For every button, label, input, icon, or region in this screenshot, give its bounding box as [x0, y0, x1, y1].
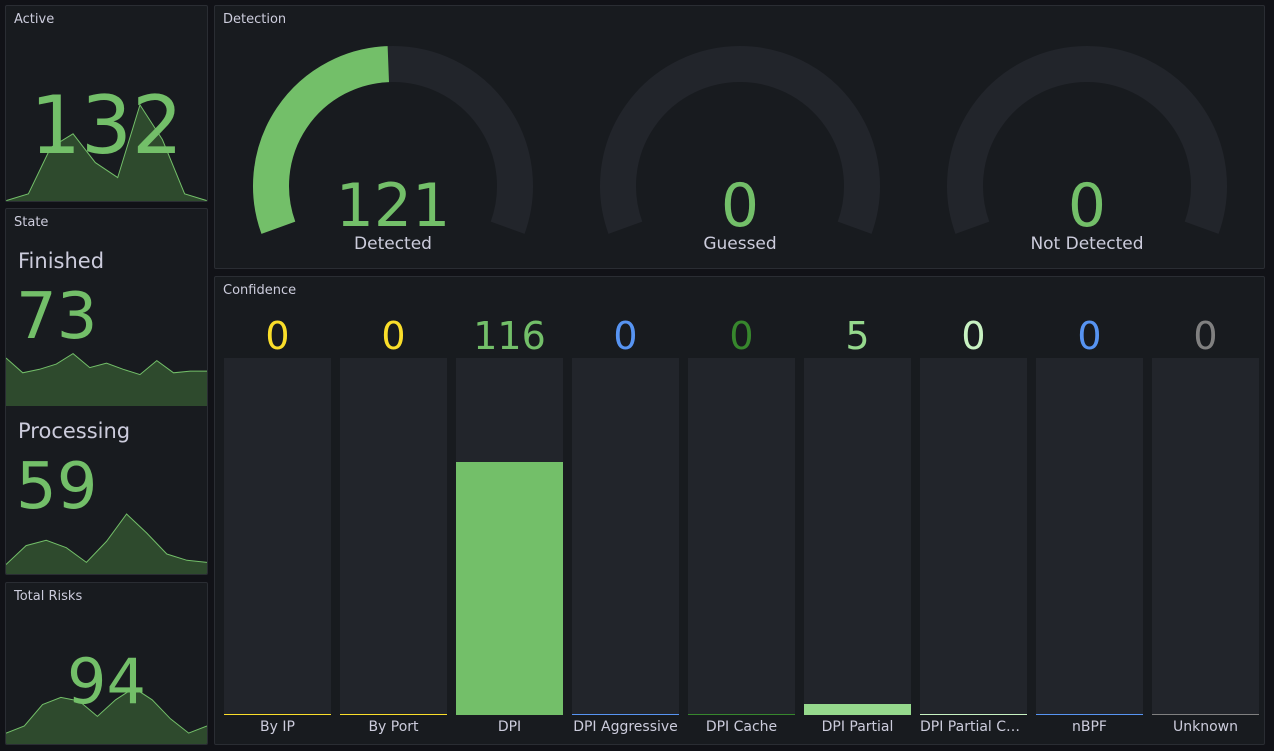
active-sparkline	[6, 103, 207, 201]
finished-value: 73	[16, 280, 98, 354]
bar-baseline	[920, 714, 1027, 715]
gauge-arc	[600, 46, 880, 234]
bar-baseline	[572, 714, 679, 715]
bar-track	[1036, 358, 1143, 715]
gauge-value: 121	[335, 171, 451, 241]
bar-value: 0	[613, 314, 638, 358]
panel-title-active: Active	[14, 12, 55, 27]
sparkline-line	[6, 352, 207, 376]
gauge-not-detected: 0 Not Detected	[937, 6, 1237, 268]
bar-value: 0	[961, 314, 986, 358]
bar-label: nBPF	[1072, 719, 1107, 735]
gauge-value: 0	[720, 171, 760, 241]
bar-baseline	[1152, 714, 1259, 715]
bar-track	[804, 358, 911, 715]
gauge-detected: 121 Detected	[243, 6, 543, 268]
bar-track	[224, 358, 331, 715]
sparkline-area	[6, 687, 207, 744]
bar-label: DPI Cache	[705, 719, 778, 735]
total-risks-panel: Total Risks 94	[5, 582, 208, 745]
bar-value: 0	[1193, 314, 1218, 358]
gauge-fill	[253, 46, 390, 234]
bar-track	[340, 358, 447, 715]
gauge-value: 0	[1067, 171, 1107, 241]
active-value: 132	[30, 79, 183, 172]
bar-baseline	[340, 714, 447, 715]
processing-value: 59	[16, 450, 98, 524]
finished-sparkline	[6, 352, 207, 406]
bar-fill	[804, 704, 911, 715]
gauge-arc	[947, 46, 1227, 234]
bar-track	[1152, 358, 1259, 715]
gauge-guessed: 0 Guessed	[590, 6, 890, 268]
state-panel: State Finished 73 Processing 59	[5, 208, 208, 575]
bar-dpi-cache: 0 DPI Cache	[688, 277, 795, 744]
sparkline-line	[6, 103, 207, 201]
bar-baseline	[224, 714, 331, 715]
gauge-label: Not Detected	[1030, 234, 1144, 254]
gauge-label: Guessed	[703, 234, 777, 254]
bar-nbpf: 0 nBPF	[1036, 277, 1143, 744]
bar-by-port: 0 By Port	[340, 277, 447, 744]
gauge-track	[600, 46, 880, 234]
bar-label: DPI Aggressive	[573, 719, 678, 735]
sparkline-area	[6, 104, 207, 201]
gauge-track	[947, 46, 1227, 234]
bar-track	[456, 358, 563, 715]
finished-label: Finished	[18, 249, 105, 273]
bar-track	[920, 358, 1027, 715]
bar-value: 116	[473, 314, 546, 358]
panel-title-detection: Detection	[223, 12, 287, 27]
bar-dpi-aggressive: 0 DPI Aggressive	[572, 277, 679, 744]
bar-label: DPI Partial Ca...	[920, 719, 1027, 735]
bar-by-ip: 0 By IP	[224, 277, 331, 744]
confidence-panel: Confidence 0 By IP 0 By Port 116 DPI 0 DPI Aggr…	[214, 276, 1265, 745]
sparkline-area	[6, 514, 207, 574]
bar-label: By IP	[260, 719, 295, 735]
bar-label: By Port	[368, 719, 419, 735]
bar-value: 0	[1077, 314, 1102, 358]
gauge-label: Detected	[354, 234, 432, 254]
bar-track	[572, 358, 679, 715]
sparkline-area	[6, 353, 207, 406]
sparkline-line	[6, 687, 207, 734]
sparkline-line	[6, 513, 207, 565]
bar-fill	[456, 461, 563, 715]
bar-track	[688, 358, 795, 715]
bar-label: Unknown	[1173, 719, 1238, 735]
processing-sparkline	[6, 513, 207, 574]
bar-value: 0	[729, 314, 754, 358]
gauge-arc	[253, 46, 533, 234]
panel-title-confidence: Confidence	[223, 283, 297, 298]
bar-label: DPI Partial	[821, 719, 894, 735]
bar-baseline	[688, 714, 795, 715]
bar-baseline	[1036, 714, 1143, 715]
bar-value: 0	[265, 314, 290, 358]
bar-label: DPI	[497, 719, 522, 735]
bar-dpi-partial: 5 DPI Partial	[804, 277, 911, 744]
bar-unknown: 0 Unknown	[1152, 277, 1259, 744]
active-panel: Active 132	[5, 5, 208, 202]
panel-title-state: State	[14, 215, 49, 230]
panel-title-total-risks: Total Risks	[14, 589, 83, 604]
processing-label: Processing	[18, 419, 131, 443]
total-risks-value: 94	[67, 645, 146, 718]
bar-dpi: 116 DPI	[456, 277, 563, 744]
bar-dpi-partial-ca: 0 DPI Partial Ca...	[920, 277, 1027, 744]
total-risks-sparkline	[6, 687, 207, 744]
bar-value: 5	[845, 314, 870, 358]
detection-panel: Detection 121 Detected 0 Guessed 0 Not Detect…	[214, 5, 1265, 269]
bar-value: 0	[381, 314, 406, 358]
